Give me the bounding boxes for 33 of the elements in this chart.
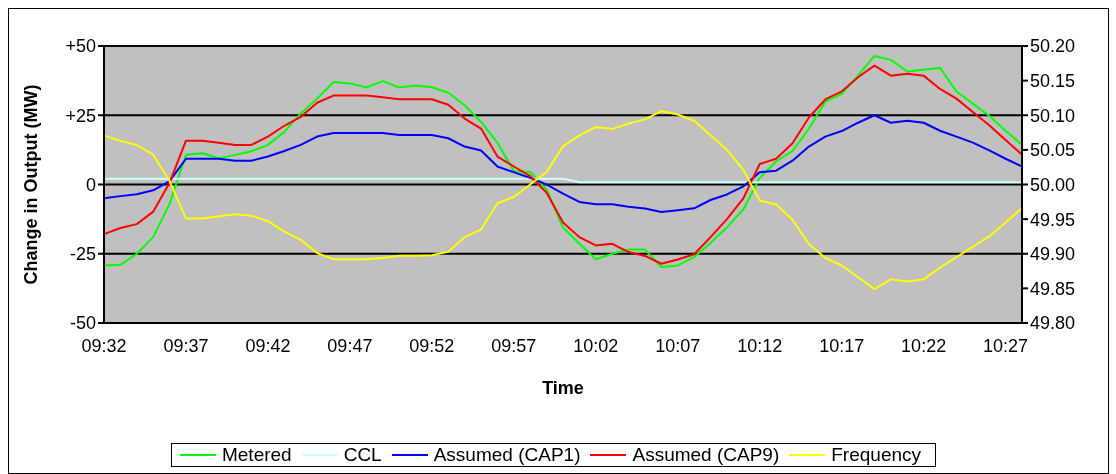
- y-tick-label: +50: [65, 36, 96, 57]
- x-tick-label: 09:47: [327, 335, 373, 356]
- x-tick-label: 10:02: [573, 335, 619, 356]
- x-tick-label: 09:52: [409, 335, 455, 356]
- y-tick-label: -50: [69, 313, 96, 334]
- x-tick-label: 10:27: [983, 335, 1029, 356]
- y-tick-label: +25: [65, 105, 96, 126]
- y2-tick-label: 49.90: [1030, 244, 1076, 265]
- y2-tick-label: 50.15: [1030, 71, 1076, 92]
- y2-tick-label: 49.80: [1030, 313, 1076, 334]
- y2-tick-label: 50.10: [1030, 105, 1076, 126]
- x-tick-label: 09:37: [163, 335, 209, 356]
- y-axis-title: Change in Output (MW): [21, 84, 42, 285]
- y-tick-label: -25: [69, 244, 96, 265]
- legend-label: Assumed (CAP1): [433, 444, 581, 466]
- y2-tick-label: 50.20: [1030, 36, 1076, 57]
- legend-label: Assumed (CAP9): [632, 444, 780, 466]
- x-tick-label: 09:57: [491, 335, 537, 356]
- x-tick-label: 10:22: [901, 335, 947, 356]
- x-tick-label: 10:07: [655, 335, 701, 356]
- x-axis-title: Time: [542, 377, 584, 398]
- y2-tick-label: 49.95: [1030, 209, 1076, 230]
- x-tick-label: 09:42: [245, 335, 291, 356]
- legend-label: CCL: [343, 444, 382, 466]
- legend-label: Frequency: [831, 444, 922, 466]
- y2-tick-label: 49.85: [1030, 278, 1076, 299]
- legend-label: Metered: [221, 444, 292, 466]
- y-tick-label: 0: [85, 174, 96, 195]
- x-tick-label: 10:17: [819, 335, 865, 356]
- x-tick-label: 09:32: [81, 335, 127, 356]
- x-tick-label: 10:12: [737, 335, 783, 356]
- y2-tick-label: 50.00: [1030, 174, 1076, 195]
- y2-tick-label: 50.05: [1030, 140, 1076, 161]
